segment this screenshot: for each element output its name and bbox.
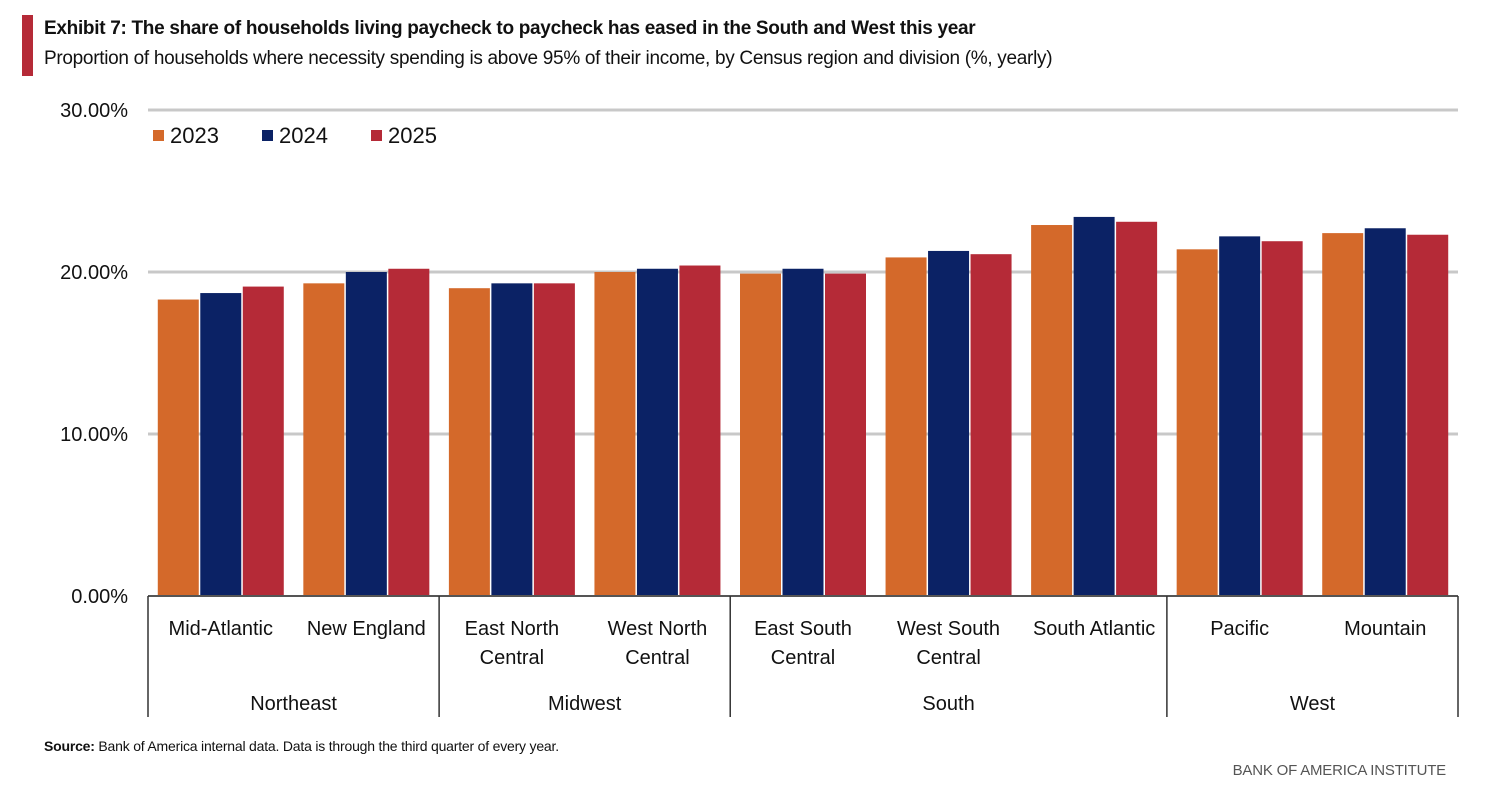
bar-2023	[1322, 233, 1364, 596]
bar-2023	[1031, 225, 1073, 596]
bar-2025	[970, 254, 1012, 596]
bar-2024	[345, 272, 387, 596]
category-label: Central	[480, 647, 544, 669]
bar-2025	[1261, 241, 1303, 596]
category-label: Mid-Atlantic	[169, 618, 273, 640]
chart-title: Exhibit 7: The share of households livin…	[44, 18, 976, 39]
brand-label: BANK OF AMERICA INSTITUTE	[1232, 762, 1447, 779]
bar-2023	[303, 283, 345, 596]
title-accent-bar	[22, 15, 33, 76]
category-label: Pacific	[1210, 618, 1269, 640]
legend-swatch-2024	[262, 130, 273, 141]
y-tick-label: 10.00%	[60, 424, 128, 446]
legend-swatch-2025	[371, 130, 382, 141]
source-text: Bank of America internal data. Data is t…	[94, 738, 559, 754]
bar-2025	[679, 265, 721, 596]
category-label: South Atlantic	[1033, 618, 1155, 640]
category-label: East South	[754, 618, 852, 640]
bar-2024	[1219, 236, 1261, 597]
bar-2023	[1176, 249, 1218, 596]
bar-2023	[594, 272, 636, 596]
bar-2025	[242, 286, 284, 596]
source-note: Source: Bank of America internal data. D…	[44, 738, 559, 754]
bar-2025	[533, 283, 575, 596]
bar-2025	[388, 268, 430, 596]
region-label: South	[922, 693, 974, 715]
bar-2025	[1116, 221, 1158, 596]
bar-2023	[157, 299, 199, 596]
legend-label: 2023	[170, 123, 219, 148]
category-label: Mountain	[1344, 618, 1426, 640]
bar-2024	[636, 268, 678, 596]
legend-swatch-2023	[153, 130, 164, 141]
legend-label: 2024	[279, 123, 328, 148]
category-label: New England	[307, 618, 426, 640]
y-tick-label: 0.00%	[71, 586, 128, 608]
chart-subtitle: Proportion of households where necessity…	[44, 48, 1053, 69]
category-label: Central	[916, 647, 980, 669]
bar-2025	[1407, 234, 1449, 597]
bar-2023	[448, 288, 490, 596]
bar-2023	[740, 273, 781, 596]
category-label: West North	[608, 618, 708, 640]
region-label: West	[1290, 693, 1336, 715]
source-label: Source:	[44, 738, 95, 754]
category-label: East North	[465, 618, 559, 640]
bar-2024	[928, 250, 970, 596]
category-label: West South	[897, 618, 1000, 640]
bar-2024	[782, 268, 824, 596]
bar-2024	[491, 283, 533, 596]
bar-2023	[885, 257, 927, 596]
bar-2025	[825, 273, 866, 596]
category-label: Central	[771, 647, 835, 669]
bar-2024	[1073, 216, 1115, 597]
y-tick-label: 20.00%	[60, 262, 128, 284]
region-label: Midwest	[548, 693, 622, 715]
bar-2024	[200, 293, 242, 596]
region-label: Northeast	[250, 693, 337, 715]
category-label: Central	[625, 647, 689, 669]
bar-2024	[1364, 228, 1406, 596]
legend-label: 2025	[388, 123, 437, 148]
y-tick-label: 30.00%	[60, 100, 128, 122]
